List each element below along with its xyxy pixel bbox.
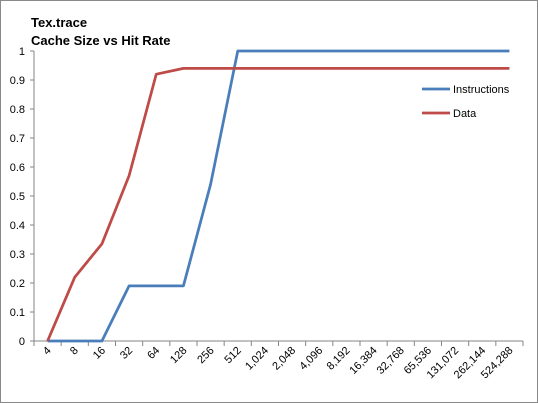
- x-tick-label: 16,384: [347, 345, 379, 377]
- y-tick-label: 0.1: [10, 307, 25, 319]
- y-tick-label: 0.4: [10, 220, 25, 232]
- x-axis: 4 8 16 32 64 128 256 512 1,024 2,048 4,096 8,19216,…: [33, 340, 524, 381]
- chart-title: Tex.trace: [31, 15, 88, 30]
- y-tick-label: 0.2: [10, 278, 25, 290]
- x-tick-label: 8: [68, 345, 81, 358]
- y-tick-label: 1: [19, 46, 25, 58]
- legend: Instructions Data: [422, 84, 510, 120]
- x-tick-label: 32: [118, 345, 135, 362]
- y-tick-label: 0.6: [10, 162, 25, 174]
- chart-subtitle: Cache Size vs Hit Rate: [31, 33, 171, 48]
- legend-label-data: Data: [453, 108, 477, 120]
- x-tick-label: 1,024: [243, 345, 271, 373]
- y-tick-label: 0: [19, 336, 25, 348]
- x-tick-label: 32,768: [375, 345, 407, 377]
- x-tick-label: 4: [41, 345, 54, 358]
- series-line-data: [46, 67, 510, 342]
- y-tick-label: 0.3: [10, 249, 25, 261]
- x-tick-label: 64: [145, 345, 162, 362]
- series-layer: [46, 49, 510, 343]
- series-line-instructions: [47, 49, 510, 343]
- chart-title-block: Tex.trace Cache Size vs Hit Rate: [31, 14, 170, 50]
- x-tick-label: 256: [195, 345, 216, 366]
- x-tick-label: 512: [222, 345, 243, 366]
- x-tick-label: 4,096: [297, 345, 325, 373]
- x-tick-label: 2,048: [270, 345, 298, 373]
- y-tick-label: 0.9: [10, 75, 25, 87]
- y-tick-label: 0.8: [10, 104, 25, 116]
- legend-label-instructions: Instructions: [453, 84, 510, 96]
- y-tick-label: 0.5: [10, 191, 25, 203]
- x-tick-label: 16: [91, 345, 108, 362]
- x-tick-label: 128: [168, 345, 189, 366]
- y-axis: 0 0.1 0.2 0.3 0.4 0.5 0.6 0.7 0.8 0.9 1: [10, 46, 35, 348]
- y-tick-label: 0.7: [10, 133, 25, 145]
